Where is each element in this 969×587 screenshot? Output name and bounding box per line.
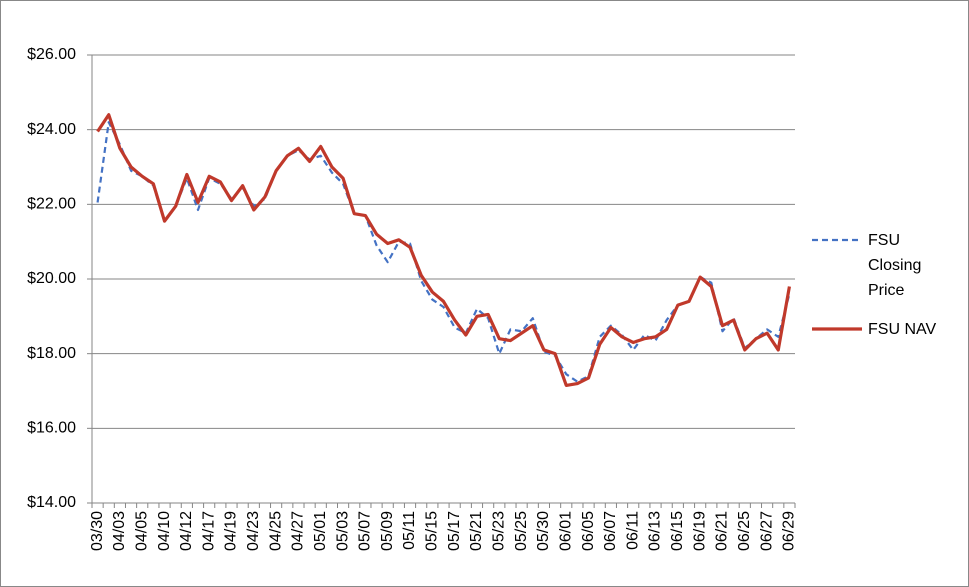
x-tick-label: 04/10 [156, 511, 173, 551]
x-tick-label: 06/21 [714, 511, 731, 551]
y-tick-label: $16.00 [27, 420, 76, 437]
y-tick-label: $24.00 [27, 121, 76, 138]
x-tick-label: 06/27 [758, 511, 775, 551]
legend-item: FSU Closing Price [812, 228, 962, 303]
x-tick-label: 06/01 [557, 511, 574, 551]
x-tick-label: 05/15 [424, 511, 441, 551]
x-tick-label: 05/21 [468, 511, 485, 551]
y-tick-label: $20.00 [27, 270, 76, 287]
legend-swatch [812, 327, 862, 331]
x-tick-label: 05/01 [312, 511, 329, 551]
y-tick-label: $22.00 [27, 196, 76, 213]
y-tick-label: $26.00 [27, 46, 76, 63]
x-tick-label: 05/09 [379, 511, 396, 551]
legend-item: FSU NAV [812, 317, 962, 342]
x-tick-label: 04/17 [200, 511, 217, 551]
x-tick-label: 05/23 [491, 511, 508, 551]
x-tick-label: 04/03 [111, 511, 128, 551]
legend-swatch [812, 238, 862, 242]
x-tick-label: 06/15 [669, 511, 686, 551]
x-tick-label: 06/19 [691, 511, 708, 551]
x-tick-label: 05/03 [334, 511, 351, 551]
series-line [96, 113, 791, 387]
x-tick-label: 04/27 [290, 511, 307, 551]
legend-label: FSU NAV [868, 321, 937, 338]
x-tick-label: 04/23 [245, 511, 262, 551]
x-tick-label: 04/05 [133, 511, 150, 551]
x-tick-label: 05/07 [357, 511, 374, 551]
x-tick-label: 04/19 [223, 511, 240, 551]
x-tick-label: 05/25 [513, 511, 530, 551]
x-tick-label: 05/11 [401, 511, 418, 550]
y-tick-label: $18.00 [27, 345, 76, 362]
x-tick-label: 05/30 [535, 511, 552, 551]
x-tick-label: 05/17 [446, 511, 463, 551]
y-tick-label: $14.00 [27, 494, 76, 511]
x-tick-label: 06/05 [580, 511, 597, 551]
x-tick-label: 06/11 [624, 511, 641, 550]
x-tick-label: 04/12 [178, 511, 195, 551]
x-tick-label: 06/29 [781, 511, 798, 551]
legend: FSU Closing Price FSU NAV [812, 228, 962, 356]
x-tick-label: 06/25 [736, 511, 753, 551]
legend-label: FSU Closing Price [868, 232, 922, 299]
x-tick-label: 06/07 [602, 511, 619, 551]
x-tick-label: 04/25 [267, 511, 284, 551]
x-tick-label: 06/13 [647, 511, 664, 551]
x-tick-label: 03/30 [89, 511, 106, 551]
